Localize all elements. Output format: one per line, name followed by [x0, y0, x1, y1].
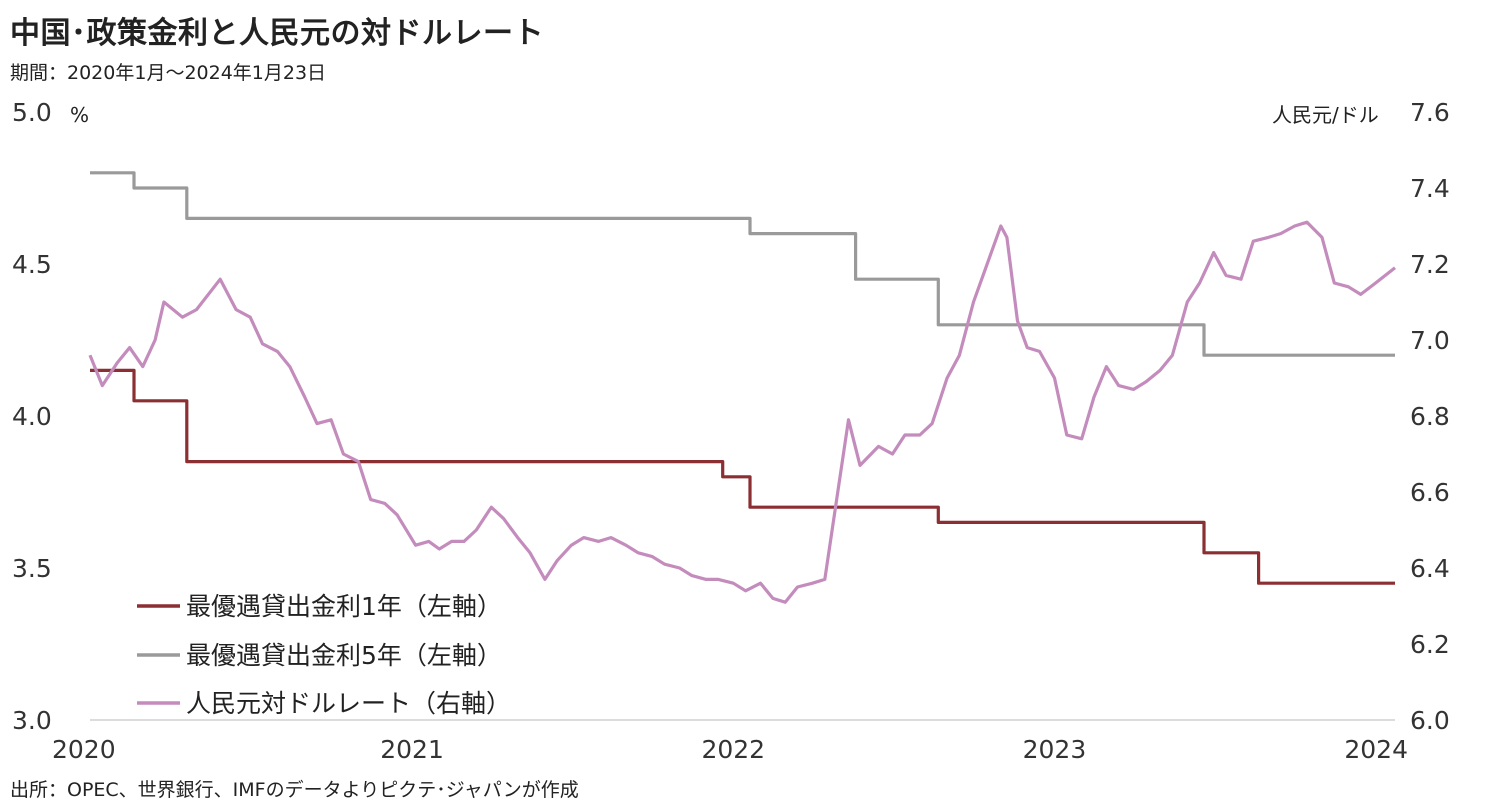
series-line-2 [88, 220, 1396, 604]
right-tick-label: 6.4 [1410, 554, 1450, 583]
right-tick-label: 7.4 [1410, 174, 1450, 203]
legend-label-1: 最優遇貸出金利5年（左軸） [186, 641, 502, 670]
right-tick-label: 7.2 [1410, 250, 1450, 279]
right-tick-label: 6.6 [1410, 478, 1450, 507]
left-tick-label: 5.0 [12, 98, 52, 127]
legend-label-2: 人民元対ドルレート（右軸） [186, 689, 511, 718]
x-tick-label: 2024 [1344, 735, 1408, 764]
chart-title: 中国･政策金利と人民元の対ドルレート [10, 16, 544, 51]
legend-label-0: 最優遇貸出金利1年（左軸） [186, 592, 502, 621]
left-tick-label: 3.0 [12, 706, 52, 735]
left-tick-label: 4.5 [12, 250, 52, 279]
right-tick-label: 6.0 [1410, 706, 1450, 735]
right-axis-unit: 人民元/ドル [1272, 103, 1379, 127]
x-tick-label: 2021 [380, 735, 444, 764]
left-axis-unit: % [70, 103, 89, 127]
right-tick-label: 7.6 [1410, 98, 1450, 127]
chart-subtitle: 期間：2020年1月～2024年1月23日 [10, 62, 327, 84]
left-tick-label: 3.5 [12, 554, 52, 583]
right-tick-label: 6.2 [1410, 630, 1450, 659]
series-line-0 [90, 368, 1395, 585]
right-tick-label: 7.0 [1410, 326, 1450, 355]
right-tick-label: 6.8 [1410, 402, 1450, 431]
x-tick-label: 2020 [52, 735, 116, 764]
left-tick-label: 4.0 [12, 402, 52, 431]
chart-source: 出所：OPEC、世界銀行、IMFのデータよりピクテ･ジャパンが作成 [10, 779, 579, 801]
x-tick-label: 2022 [701, 735, 765, 764]
series-line-1 [90, 171, 1395, 357]
x-tick-label: 2023 [1023, 735, 1087, 764]
